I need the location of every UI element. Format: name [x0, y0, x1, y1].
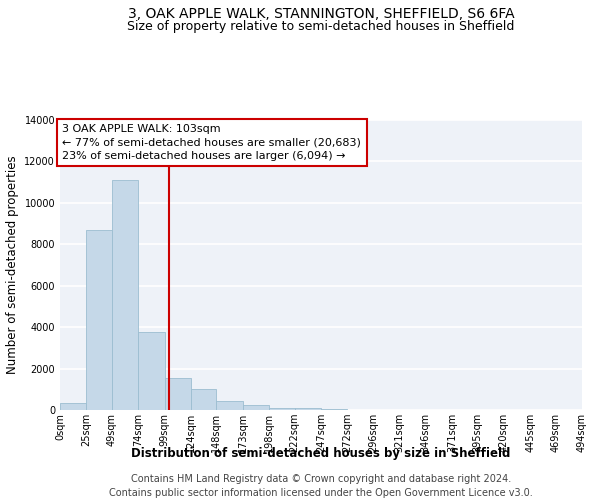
Bar: [138, 332, 164, 410]
Text: Size of property relative to semi-detached houses in Sheffield: Size of property relative to semi-detach…: [127, 20, 515, 33]
Text: Distribution of semi-detached houses by size in Sheffield: Distribution of semi-detached houses by …: [131, 448, 511, 460]
Text: 3, OAK APPLE WALK, STANNINGTON, SHEFFIELD, S6 6FA: 3, OAK APPLE WALK, STANNINGTON, SHEFFIEL…: [128, 8, 514, 22]
Bar: [191, 390, 217, 410]
Bar: [217, 401, 243, 410]
Y-axis label: Number of semi-detached properties: Number of semi-detached properties: [6, 156, 19, 374]
Bar: [86, 230, 112, 410]
Text: Contains HM Land Registry data © Crown copyright and database right 2024.
Contai: Contains HM Land Registry data © Crown c…: [109, 474, 533, 498]
Bar: [60, 403, 86, 410]
Text: 3 OAK APPLE WALK: 103sqm
← 77% of semi-detached houses are smaller (20,683)
23% : 3 OAK APPLE WALK: 103sqm ← 77% of semi-d…: [62, 124, 361, 160]
Bar: [243, 405, 269, 410]
Bar: [164, 378, 191, 410]
Bar: [112, 180, 138, 410]
Bar: [295, 408, 321, 410]
Bar: [269, 408, 295, 410]
